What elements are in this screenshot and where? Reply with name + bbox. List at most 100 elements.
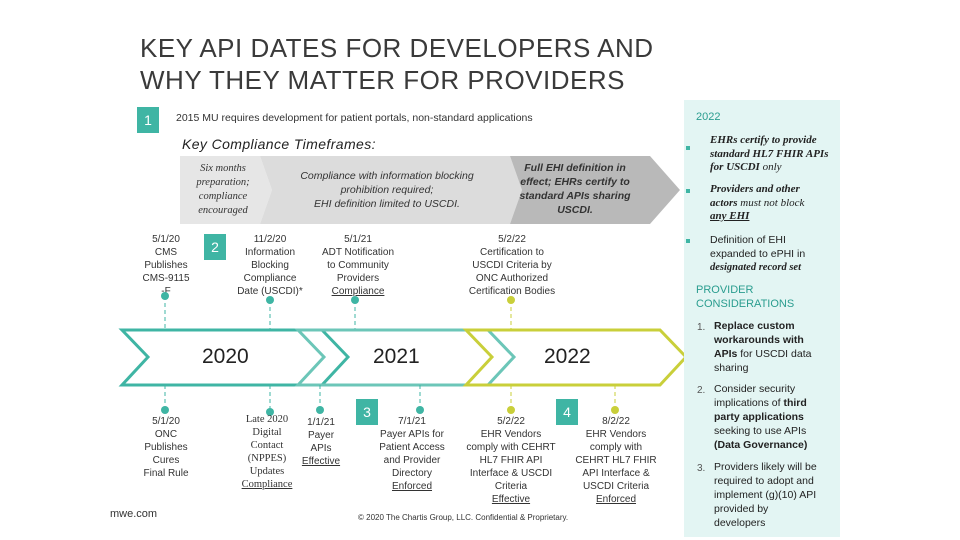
step-badge-3: 3	[356, 399, 378, 425]
event-line: CEHRT HL7 FHIR	[575, 455, 657, 466]
event-line: 5/1/20	[152, 416, 180, 427]
event-line: Patient Access	[379, 442, 445, 453]
arrow-segment-3	[510, 156, 680, 224]
connector-dot	[611, 406, 619, 414]
consideration-line: Replace custom	[714, 320, 795, 332]
consideration-line: required to adopt and	[714, 475, 814, 487]
footer-copyright: © 2020 The Chartis Group, LLC. Confident…	[358, 513, 569, 522]
consideration-2: Consider security implications of third …	[714, 382, 838, 452]
consideration-1-number: 1.	[697, 322, 706, 333]
event-line: Date (USCDI)*	[237, 286, 303, 297]
event-line: and Provider	[383, 455, 441, 466]
event-line: comply with	[589, 442, 643, 453]
event-adt-notification: 5/1/21 ADT Notification to Community Pro…	[312, 233, 404, 298]
event-line: Certification to	[480, 247, 544, 258]
event-line: Effective	[491, 494, 531, 505]
year-label-2022: 2022	[544, 345, 591, 368]
event-line: Certification Bodies	[468, 286, 556, 297]
consideration-3: Providers likely will be required to ado…	[714, 460, 838, 530]
event-line: Criteria	[494, 481, 528, 492]
event-line: to Community	[327, 260, 389, 271]
bullet-line: must not block	[740, 196, 805, 209]
event-line: ADT Notification	[321, 247, 395, 258]
seg3-line: effect; EHRs certify to	[520, 176, 630, 188]
event-ehr-vendors-effective: 5/2/22 EHR Vendors comply with CEHRT HL7…	[460, 415, 562, 506]
event-line: Enforced	[391, 481, 433, 492]
event-line: ONC	[154, 429, 178, 440]
seg3-line: Full EHI definition in	[524, 162, 626, 174]
consideration-line: third	[783, 397, 807, 409]
event-line: Information	[244, 247, 296, 258]
side-bullet-2: Providers and other actors must not bloc…	[710, 183, 838, 224]
bullet-line: Definition of EHI	[710, 234, 786, 246]
event-line: Enforced	[595, 494, 637, 505]
bullet-line: any EHI	[710, 210, 750, 222]
arrow-segment-3-text: Full EHI definition in effect; EHRs cert…	[512, 161, 638, 217]
consideration-line: Providers likely will be	[714, 461, 817, 473]
bullet-line: actors	[710, 196, 741, 209]
connector-dot	[416, 406, 424, 414]
event-line: APIs	[310, 443, 332, 454]
event-nppes-updates: Late 2020 Digital Contact (NPPES) Update…	[236, 413, 298, 491]
year-label-2021: 2021	[373, 345, 420, 368]
consideration-line: implement (g)(10) API	[714, 489, 817, 501]
connector-dot	[351, 296, 359, 304]
event-line: Late 2020	[245, 414, 289, 425]
event-line: 5/1/21	[344, 234, 372, 245]
event-cms-publishes: 5/1/20 CMS Publishes CMS-9115 -F	[136, 233, 196, 298]
step-badge-2: 2	[204, 234, 226, 260]
event-line: 5/2/22	[498, 234, 526, 245]
side-panel	[684, 100, 840, 537]
event-line: USCDI Criteria by	[472, 260, 552, 271]
arrow-segment-2	[260, 156, 522, 224]
title-line-2: WHY THEY MATTER FOR PROVIDERS	[140, 65, 625, 95]
event-line: Compliance	[241, 479, 293, 490]
seg1-line: compliance	[198, 191, 248, 202]
seg2-line: Compliance with information blocking	[300, 170, 474, 182]
event-payer-apis-effective: 1/1/21 Payer APIs Effective	[298, 416, 344, 468]
side-bullet-3: Definition of EHI expanded to ePHI in de…	[710, 233, 838, 275]
page-title: KEY API DATES FOR DEVELOPERS AND WHY THE…	[140, 32, 760, 96]
seg3-line: standard APIs sharing	[519, 190, 631, 202]
consideration-2-number: 2.	[697, 385, 706, 396]
provider-considerations-heading: PROVIDER CONSIDERATIONS	[696, 283, 794, 311]
event-line: EHR Vendors	[480, 429, 542, 440]
event-line: 5/2/22	[497, 416, 525, 427]
event-line: (NPPES)	[247, 453, 287, 464]
event-line: Effective	[301, 456, 341, 467]
consideration-line: implications of	[714, 397, 784, 409]
event-line: Publishes	[144, 260, 188, 271]
bullet-line: only	[759, 161, 782, 173]
bullet-line: expanded to e	[710, 248, 777, 260]
seg1-line: preparation;	[196, 177, 250, 188]
footer-website: mwe.com	[110, 508, 158, 520]
compliance-timeframe-arrow	[180, 156, 680, 224]
bullet-dot	[686, 239, 690, 243]
year-label-2020: 2020	[202, 345, 249, 368]
event-line: Cures	[152, 455, 180, 466]
connector-dot	[161, 292, 169, 300]
step-badge-4: 4	[556, 399, 578, 425]
event-line: Compliance	[243, 273, 297, 284]
event-line: HL7 FHIR API	[479, 455, 543, 466]
consideration-line: (Data Governance)	[714, 439, 808, 451]
consideration-line: sharing	[714, 362, 749, 374]
step-badge-1: 1	[137, 107, 159, 133]
event-line: CMS	[154, 247, 178, 258]
seg3-line: USCDI.	[557, 204, 593, 216]
event-line: Updates	[249, 466, 285, 477]
event-line: Payer APIs for	[380, 429, 444, 440]
event-line: 7/1/21	[398, 416, 426, 427]
event-line: Digital	[252, 427, 282, 438]
event-payer-patient-access: 7/1/21 Payer APIs for Patient Access and…	[370, 415, 454, 493]
event-line: -F	[161, 286, 171, 297]
arrow-segment-1-text: Six months preparation; compliance encou…	[182, 162, 264, 218]
event-onc-publishes: 5/1/20 ONC Publishes Cures Final Rule	[136, 415, 196, 480]
seg1-line: Six months	[200, 163, 246, 174]
event-line: 11/2/20	[253, 234, 287, 245]
bullet-line: EHRs certify to provide	[710, 134, 817, 146]
event-line: Compliance	[331, 286, 385, 297]
event-line: USCDI Criteria	[582, 481, 650, 492]
bullet-line: Providers and other	[710, 183, 800, 195]
bullet-line: PHI in	[776, 248, 806, 260]
